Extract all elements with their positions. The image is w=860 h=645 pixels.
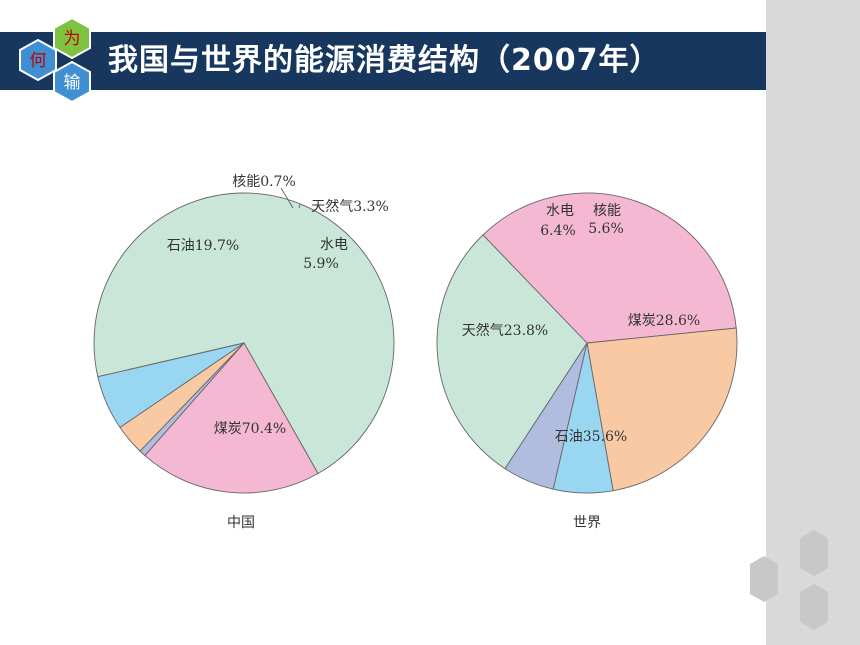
china-oil-label: 石油19.7% <box>167 238 239 254</box>
china-caption: 中国 <box>227 515 255 531</box>
china-slice-0 <box>93 192 395 475</box>
china-nuclear-label: 核能0.7% <box>232 174 296 190</box>
china-coal-label: 煤炭70.4% <box>214 421 286 437</box>
title-bar <box>0 32 766 90</box>
china-hydro-label-value: 5.9% <box>303 256 339 272</box>
china-slice-4 <box>97 342 245 429</box>
world-nuclear-label-value: 5.6% <box>588 221 624 237</box>
badge-char-bottom: 输 <box>64 73 81 93</box>
world-slice-3 <box>586 327 738 492</box>
badge-hex-left <box>19 38 57 82</box>
china-pie: 煤炭70.4% 石油19.7% 核能0.7% 天然气3.3% 水电 5.9% 中… <box>93 174 395 531</box>
world-nuclear-label-name: 核能 <box>593 203 621 219</box>
world-caption: 世界 <box>573 515 601 531</box>
china-hydro-label-name: 水电 <box>320 237 348 253</box>
deco-hex-bottom <box>800 584 828 630</box>
world-gas-label: 天然气23.8% <box>462 322 548 339</box>
china-slice-1 <box>144 342 319 494</box>
decorative-hexagons <box>750 530 828 630</box>
badge-hex-top <box>53 16 91 60</box>
nuclear-leader-line <box>280 187 294 209</box>
badge-char-top: 为 <box>64 29 81 49</box>
world-hydro-label-name: 水电 <box>546 203 574 219</box>
slide-title: 我国与世界的能源消费结构（2007年） <box>108 43 661 78</box>
hexagon-badge-icon: 为 何 输 <box>19 16 91 104</box>
world-coal-label: 煤炭28.6% <box>628 313 700 329</box>
world-pie: 核能 5.6% 水电 6.4% 煤炭28.6% 石油35.6% 天然气23.8%… <box>436 192 738 531</box>
world-slice-1 <box>436 234 588 470</box>
deco-hex-top <box>800 530 828 576</box>
world-slice-2 <box>482 192 737 344</box>
china-gas-label: 天然气3.3% <box>311 198 389 215</box>
world-hydro-label-value: 6.4% <box>540 223 576 239</box>
energy-pie-charts: 煤炭70.4% 石油19.7% 核能0.7% 天然气3.3% 水电 5.9% 中… <box>93 174 738 531</box>
world-oil-label: 石油35.6% <box>555 429 627 445</box>
badge-hex-bottom <box>53 60 91 104</box>
world-slice-4 <box>552 342 614 494</box>
badge-char-left: 何 <box>30 51 47 71</box>
gas-leader-line <box>298 203 301 209</box>
deco-hex-left <box>750 556 778 602</box>
